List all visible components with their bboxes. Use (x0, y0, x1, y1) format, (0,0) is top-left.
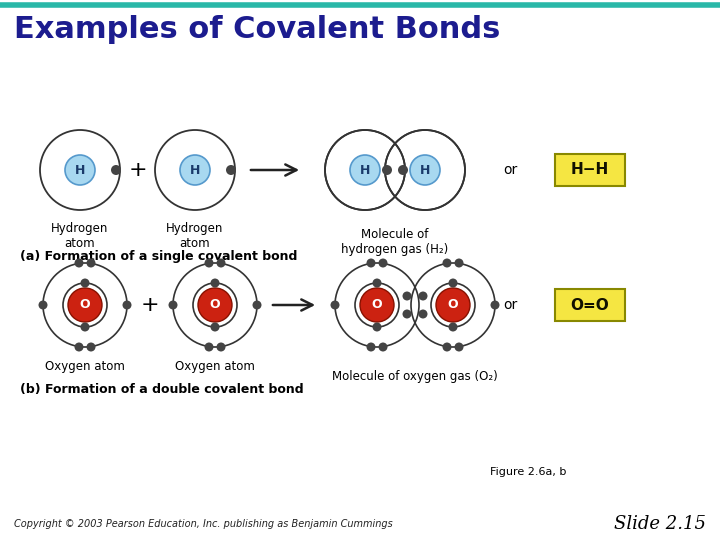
Circle shape (360, 288, 394, 322)
Circle shape (122, 300, 132, 309)
Text: O: O (372, 299, 382, 312)
Text: Slide 2.15: Slide 2.15 (614, 515, 706, 533)
Text: O: O (448, 299, 459, 312)
Circle shape (210, 322, 220, 332)
Circle shape (198, 288, 232, 322)
Circle shape (418, 309, 428, 319)
Circle shape (168, 300, 178, 309)
Text: H−H: H−H (571, 163, 609, 178)
Text: or: or (503, 298, 517, 312)
Circle shape (411, 263, 495, 347)
FancyBboxPatch shape (555, 289, 625, 321)
Text: H: H (360, 164, 370, 177)
Circle shape (418, 292, 428, 300)
Text: H: H (190, 164, 200, 177)
Text: Figure 2.6a, b: Figure 2.6a, b (490, 467, 567, 477)
Text: O: O (210, 299, 220, 312)
Circle shape (330, 300, 340, 309)
Circle shape (449, 279, 457, 287)
Text: O=O: O=O (571, 298, 609, 313)
Circle shape (490, 300, 500, 309)
Circle shape (81, 279, 89, 287)
Text: Examples of Covalent Bonds: Examples of Covalent Bonds (14, 16, 500, 44)
Circle shape (410, 155, 440, 185)
Circle shape (226, 165, 236, 175)
Circle shape (81, 322, 89, 332)
Circle shape (65, 155, 95, 185)
Circle shape (443, 259, 451, 267)
Text: Molecule of oxygen gas (O₂): Molecule of oxygen gas (O₂) (332, 370, 498, 383)
Circle shape (372, 322, 382, 332)
Circle shape (402, 309, 412, 319)
Text: Oxygen atom: Oxygen atom (175, 360, 255, 373)
Circle shape (385, 130, 465, 210)
Text: H: H (420, 164, 430, 177)
Circle shape (454, 259, 464, 267)
Circle shape (402, 292, 412, 300)
Circle shape (68, 288, 102, 322)
Circle shape (217, 259, 225, 267)
Circle shape (443, 342, 451, 352)
Circle shape (335, 263, 419, 347)
Circle shape (436, 288, 470, 322)
Text: Copyright © 2003 Pearson Education, Inc. publishing as Benjamin Cummings: Copyright © 2003 Pearson Education, Inc.… (14, 519, 392, 529)
Circle shape (180, 155, 210, 185)
Text: Hydrogen
atom: Hydrogen atom (51, 222, 109, 250)
Circle shape (382, 165, 392, 175)
Circle shape (372, 279, 382, 287)
Text: +: + (129, 160, 148, 180)
Circle shape (350, 155, 380, 185)
Text: +: + (140, 295, 159, 315)
Text: (a) Formation of a single covalent bond: (a) Formation of a single covalent bond (20, 250, 297, 263)
Text: Hydrogen
atom: Hydrogen atom (166, 222, 224, 250)
Text: (b) Formation of a double covalent bond: (b) Formation of a double covalent bond (20, 383, 304, 396)
FancyBboxPatch shape (555, 154, 625, 186)
Circle shape (454, 342, 464, 352)
Circle shape (449, 322, 457, 332)
Circle shape (204, 259, 214, 267)
Circle shape (38, 300, 48, 309)
Circle shape (366, 259, 376, 267)
Text: Molecule of
hydrogen gas (H₂): Molecule of hydrogen gas (H₂) (341, 228, 449, 256)
Text: O: O (80, 299, 90, 312)
Circle shape (217, 342, 225, 352)
Circle shape (398, 165, 408, 175)
Circle shape (86, 259, 96, 267)
Circle shape (86, 342, 96, 352)
Circle shape (210, 279, 220, 287)
Circle shape (74, 342, 84, 352)
Text: or: or (503, 163, 517, 177)
Circle shape (366, 342, 376, 352)
Text: Oxygen atom: Oxygen atom (45, 360, 125, 373)
Text: H: H (75, 164, 85, 177)
Circle shape (253, 300, 261, 309)
Circle shape (74, 259, 84, 267)
Circle shape (379, 342, 387, 352)
Circle shape (379, 259, 387, 267)
Circle shape (111, 165, 121, 175)
Circle shape (204, 342, 214, 352)
Circle shape (325, 130, 405, 210)
